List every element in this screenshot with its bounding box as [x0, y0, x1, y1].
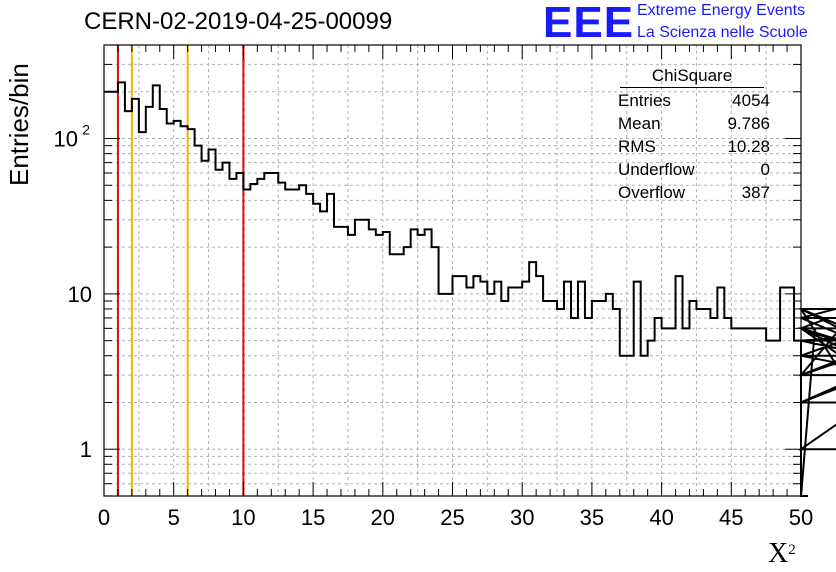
- x-tick-label: 20: [371, 505, 395, 530]
- x-tick-label: 0: [98, 505, 110, 530]
- stats-label: RMS: [618, 137, 656, 156]
- x-tick-label: 10: [231, 505, 255, 530]
- x-tick-label: 15: [301, 505, 325, 530]
- x-tick-label: 30: [510, 505, 534, 530]
- y-tick-exponent: 2: [82, 122, 90, 138]
- y-axis-label: Entries/bin: [4, 63, 34, 186]
- stats-title: ChiSquare: [620, 66, 764, 88]
- logo-text-line2: La Scienza nelle Scuole: [637, 24, 808, 41]
- stats-row-mean: Mean 9.786: [612, 112, 772, 135]
- y-tick-label: 10: [54, 127, 78, 152]
- stats-value: 10.28: [727, 137, 770, 156]
- stats-value: 0: [760, 160, 770, 179]
- stats-label: Mean: [618, 114, 661, 133]
- chart-title: CERN-02-2019-04-25-00099: [84, 8, 393, 35]
- stats-row-entries: Entries 4054: [612, 89, 772, 112]
- histogram-step-line: [104, 81, 836, 497]
- histogram: [104, 81, 836, 497]
- stats-label: Overflow: [618, 183, 686, 202]
- x-tick-label: 35: [580, 505, 604, 530]
- x-tick-label: 50: [789, 505, 813, 530]
- x-tick-label: 5: [168, 505, 180, 530]
- stats-label: Entries: [618, 91, 671, 110]
- reference-lines: [116, 45, 245, 496]
- grid: [104, 45, 801, 496]
- x-tick-label: 40: [649, 505, 673, 530]
- statistics-box: ChiSquare Entries 4054 Mean 9.786 RMS 10…: [612, 66, 772, 204]
- stats-row-underflow: Underflow 0: [612, 158, 772, 181]
- stats-value: 9.786: [727, 114, 770, 133]
- stats-value: 4054: [732, 91, 770, 110]
- axes: [103, 44, 802, 497]
- stats-value: 387: [741, 183, 770, 202]
- logo-text-line1: Extreme Energy Events: [637, 2, 806, 19]
- stats-row-rms: RMS 10.28: [612, 135, 772, 158]
- x-axis-label: X2: [768, 538, 796, 569]
- y-tick-label: 1: [80, 437, 92, 462]
- eee-logo: EEE: [543, 0, 635, 47]
- x-tick-label: 25: [440, 505, 464, 530]
- x-tick-label: 45: [719, 505, 743, 530]
- y-tick-label: 10: [68, 282, 92, 307]
- stats-label: Underflow: [618, 160, 695, 179]
- stats-row-overflow: Overflow 387: [612, 181, 772, 204]
